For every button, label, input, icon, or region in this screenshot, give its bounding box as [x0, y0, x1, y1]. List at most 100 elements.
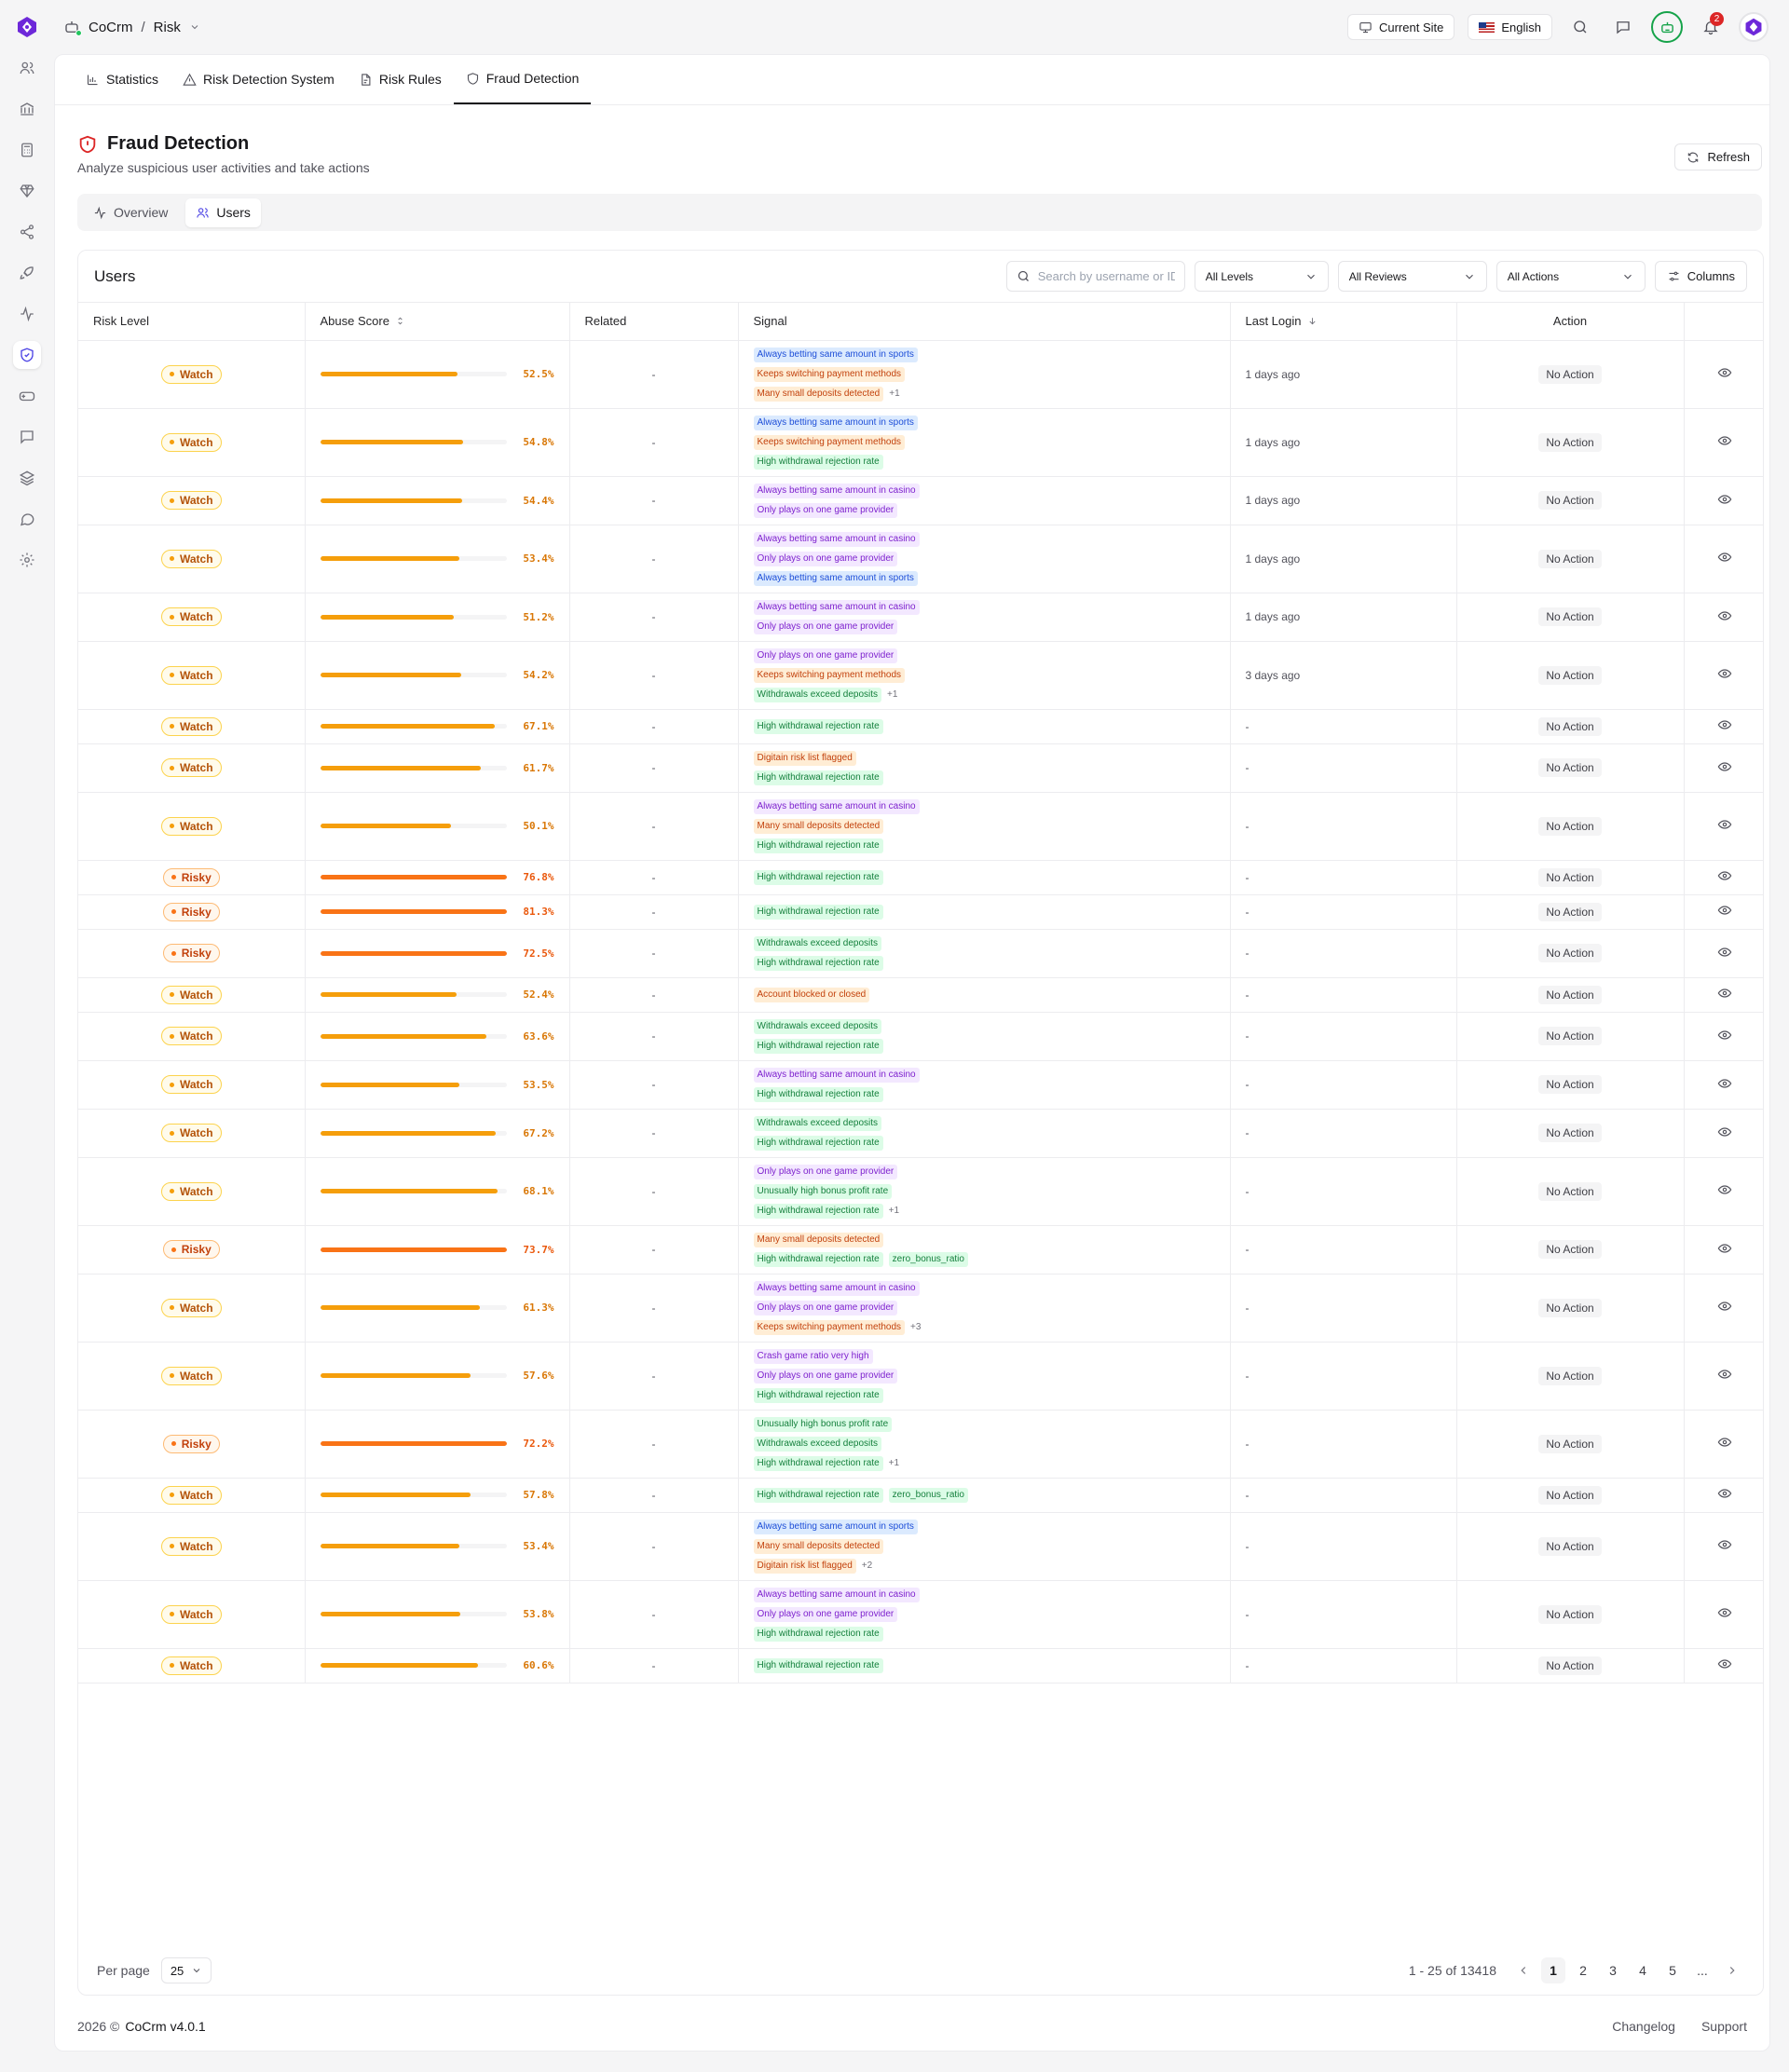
eye-icon[interactable] — [1717, 903, 1732, 918]
diamond-icon[interactable] — [13, 177, 41, 205]
eye-icon[interactable] — [1717, 1435, 1732, 1450]
eye-icon[interactable] — [1717, 1028, 1732, 1043]
table-row[interactable]: Watch 54.4% - Always betting same amount in… — [78, 476, 1763, 525]
table-row[interactable]: Risky 81.3% - High withdrawal rejection rat… — [78, 894, 1763, 930]
bank-icon[interactable] — [13, 95, 41, 123]
subtab-overview[interactable]: Overview — [83, 198, 178, 227]
more-signals-count[interactable]: +1 — [887, 689, 898, 700]
eye-icon[interactable] — [1717, 1076, 1732, 1091]
eye-icon[interactable] — [1717, 1537, 1732, 1552]
table-row[interactable]: Watch 67.1% - High withdrawal rejection rat… — [78, 709, 1763, 744]
message-square-icon[interactable] — [13, 423, 41, 451]
user-avatar[interactable] — [1739, 12, 1769, 42]
prev-page-button[interactable] — [1511, 1957, 1536, 1983]
table-row[interactable]: Watch 57.6% - Crash game ratio very high Onl… — [78, 1342, 1763, 1411]
layers-icon[interactable] — [13, 464, 41, 492]
share-icon[interactable] — [13, 218, 41, 246]
more-signals-count[interactable]: +2 — [861, 1561, 873, 1571]
page-button-2[interactable]: 2 — [1579, 1963, 1587, 1978]
assistant-bot-button[interactable] — [1651, 11, 1683, 43]
settings-icon[interactable] — [13, 546, 41, 574]
eye-icon[interactable] — [1717, 717, 1732, 732]
table-row[interactable]: Watch 54.2% - Only plays on one game provid… — [78, 641, 1763, 710]
notifications-bell-icon[interactable]: 2 — [1696, 12, 1726, 42]
eye-icon[interactable] — [1717, 1656, 1732, 1671]
search-icon[interactable] — [1565, 12, 1595, 42]
shield-icon[interactable] — [13, 341, 41, 369]
table-row[interactable]: Watch 53.5% - Always betting same amount in… — [78, 1060, 1763, 1110]
subtab-users[interactable]: Users — [185, 198, 261, 227]
eye-icon[interactable] — [1717, 1125, 1732, 1139]
table-row[interactable]: Risky 72.5% - Withdrawals exceed deposits Hi… — [78, 929, 1763, 978]
more-signals-count[interactable]: +1 — [888, 1206, 900, 1216]
eye-icon[interactable] — [1717, 1367, 1732, 1382]
eye-icon[interactable] — [1717, 945, 1732, 960]
table-row[interactable]: Watch 51.2% - Always betting same amount in… — [78, 593, 1763, 642]
last-login-header[interactable]: Last Login — [1230, 303, 1457, 341]
tab-risk-detection-system[interactable]: Risk Detection System — [171, 54, 347, 104]
columns-button[interactable]: Columns — [1654, 261, 1747, 292]
tab-statistics[interactable]: Statistics — [74, 54, 171, 104]
breadcrumb-section[interactable]: Risk — [153, 19, 181, 35]
current-site-button[interactable]: Current Site — [1346, 14, 1455, 40]
activity-icon[interactable] — [13, 300, 41, 328]
tab-risk-rules[interactable]: Risk Rules — [347, 54, 454, 104]
abuse-score-header[interactable]: Abuse Score — [305, 303, 570, 341]
eye-icon[interactable] — [1717, 433, 1732, 448]
gamepad-icon[interactable] — [13, 382, 41, 410]
table-row[interactable]: Watch 57.8% - High withdrawal rejection rat… — [78, 1478, 1763, 1513]
table-row[interactable]: Watch 68.1% - Only plays on one game provid… — [78, 1157, 1763, 1226]
eye-icon[interactable] — [1717, 1241, 1732, 1256]
search-box[interactable] — [1005, 261, 1185, 292]
eye-icon[interactable] — [1717, 365, 1732, 380]
changelog-link[interactable]: Changelog — [1612, 2019, 1675, 2034]
table-row[interactable]: Watch 61.3% - Always betting same amount in… — [78, 1274, 1763, 1343]
more-signals-count[interactable]: +1 — [888, 1458, 900, 1468]
more-signals-count[interactable]: +1 — [889, 388, 900, 399]
eye-icon[interactable] — [1717, 1605, 1732, 1620]
reviews-filter-select[interactable]: All Reviews — [1337, 261, 1487, 292]
language-button[interactable]: English — [1468, 14, 1552, 40]
table-row[interactable]: Watch 67.2% - Withdrawals exceed deposits Hi… — [78, 1109, 1763, 1158]
table-row[interactable]: Watch 63.6% - Withdrawals exceed deposits Hi… — [78, 1012, 1763, 1061]
eye-icon[interactable] — [1717, 492, 1732, 507]
table-row[interactable]: Watch 52.5% - Always betting same amount in… — [78, 340, 1763, 409]
table-row[interactable]: Watch 60.6% - High withdrawal rejection rat… — [78, 1648, 1763, 1684]
support-link[interactable]: Support — [1700, 2019, 1747, 2034]
table-row[interactable]: Watch 52.4% - Account blocked or closed - No … — [78, 977, 1763, 1013]
eye-icon[interactable] — [1717, 1486, 1732, 1501]
table-row[interactable]: Watch 53.4% - Always betting same amount in… — [78, 1512, 1763, 1581]
chevron-down-icon[interactable] — [189, 21, 200, 33]
calculator-icon[interactable] — [13, 136, 41, 164]
actions-filter-select[interactable]: All Actions — [1495, 261, 1646, 292]
eye-icon[interactable] — [1717, 868, 1732, 883]
eye-icon[interactable] — [1717, 1299, 1732, 1314]
eye-icon[interactable] — [1717, 1182, 1732, 1197]
messages-icon[interactable] — [1608, 12, 1638, 42]
page-button-4[interactable]: 4 — [1639, 1963, 1646, 1978]
table-row[interactable]: Risky 76.8% - High withdrawal rejection rat… — [78, 860, 1763, 895]
next-page-button[interactable] — [1720, 1957, 1744, 1983]
search-input[interactable] — [1037, 269, 1175, 283]
eye-icon[interactable] — [1717, 608, 1732, 623]
table-row[interactable]: Watch 53.8% - Always betting same amount in… — [78, 1580, 1763, 1649]
eye-icon[interactable] — [1717, 550, 1732, 565]
tab-fraud-detection[interactable]: Fraud Detection — [453, 54, 592, 104]
eye-icon[interactable] — [1717, 759, 1732, 774]
table-row[interactable]: Risky 73.7% - Many small deposits detected H… — [78, 1225, 1763, 1275]
table-row[interactable]: Watch 53.4% - Always betting same amount in… — [78, 525, 1763, 593]
table-row[interactable]: Risky 72.2% - Unusually high bonus profit r… — [78, 1410, 1763, 1479]
users-icon[interactable] — [13, 54, 41, 82]
per-page-select[interactable]: 25 — [160, 1957, 212, 1983]
page-button-5[interactable]: 5 — [1669, 1963, 1676, 1978]
eye-icon[interactable] — [1717, 666, 1732, 681]
rocket-icon[interactable] — [13, 259, 41, 287]
levels-filter-select[interactable]: All Levels — [1194, 261, 1329, 292]
eye-icon[interactable] — [1717, 817, 1732, 832]
table-row[interactable]: Watch 54.8% - Always betting same amount in… — [78, 408, 1763, 477]
table-row[interactable]: Watch 50.1% - Always betting same amount in… — [78, 792, 1763, 861]
risk-level-header[interactable]: Risk Level — [78, 303, 306, 341]
more-signals-count[interactable]: +3 — [910, 1322, 922, 1332]
breadcrumb-app[interactable]: CoCrm — [89, 19, 133, 35]
table-row[interactable]: Watch 61.7% - Digitain risk list flagged Hig… — [78, 743, 1763, 793]
